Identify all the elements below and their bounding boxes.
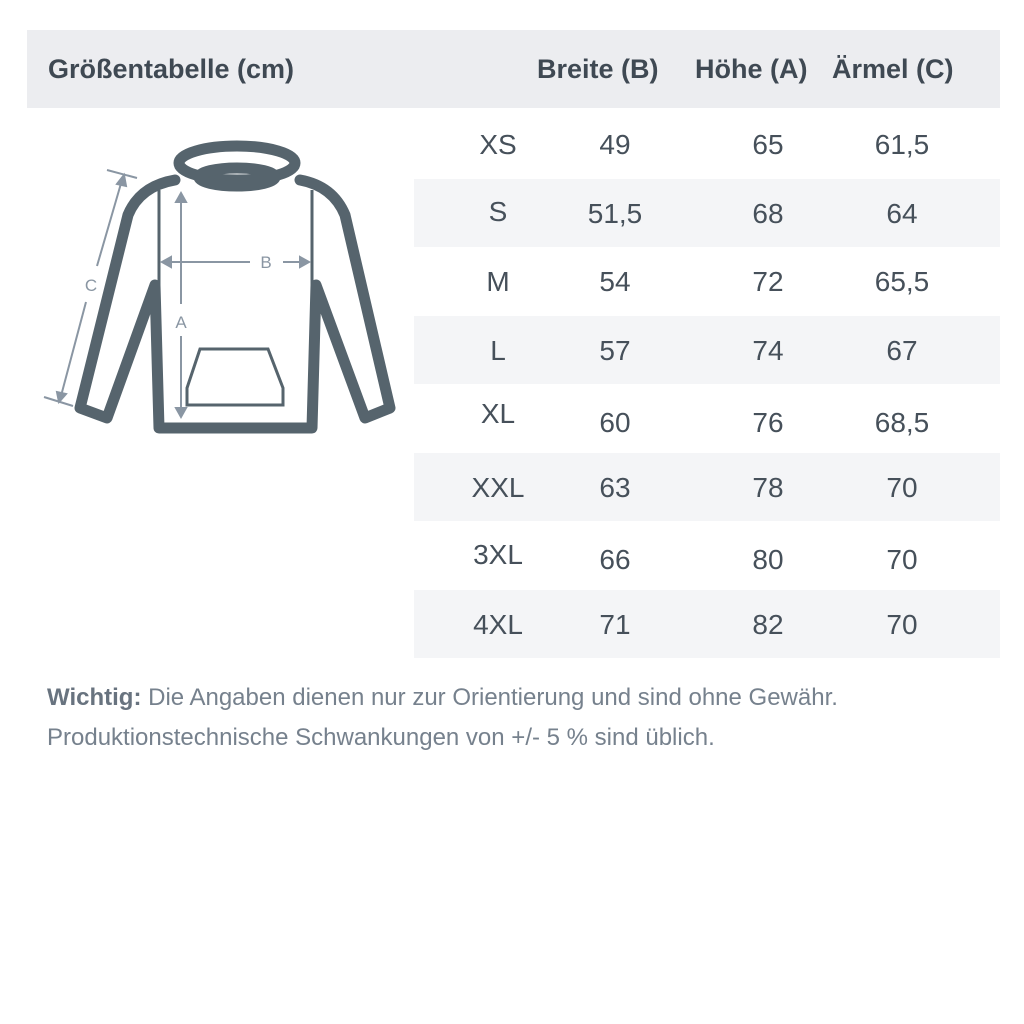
column-header-aermel: Ärmel (C): [832, 54, 954, 84]
aermel-cell: 65,5: [874, 266, 930, 297]
hoehe-cell: 82: [752, 608, 784, 640]
size-cell: XS: [479, 129, 517, 160]
column-header-hoehe: Höhe (A): [695, 54, 808, 84]
table-row: XL 60 76 68,5: [414, 384, 1000, 453]
page-title: Größentabelle (cm): [48, 54, 295, 84]
size-cell: M: [486, 266, 510, 297]
hoehe-cell: 72: [752, 266, 784, 297]
aermel-cell: 70: [886, 544, 918, 575]
size-cell: 3XL: [473, 539, 523, 570]
hoehe-cell: 65: [752, 129, 784, 160]
aermel-cell: 67: [886, 334, 918, 366]
table-row: S 51,5 68 64: [414, 178, 1000, 247]
hoehe-cell: 80: [752, 544, 784, 575]
label-b: B: [260, 253, 271, 272]
breite-cell: 60: [599, 407, 631, 438]
hoehe-cell: 76: [752, 407, 784, 438]
table-row: M 54 72 65,5: [414, 247, 1000, 316]
disclaimer-note: Wichtig: Die Angaben dienen nur zur Orie…: [47, 678, 838, 758]
breite-cell: 49: [599, 129, 631, 160]
size-cell: XXL: [471, 471, 525, 503]
breite-cell: 51,5: [587, 197, 643, 229]
aermel-cell: 64: [886, 197, 918, 229]
column-header-breite: Breite (B): [537, 54, 659, 84]
note-label: Wichtig:: [47, 684, 142, 711]
size-cell: L: [490, 334, 506, 366]
table-row: L 57 74 67: [414, 315, 1000, 384]
breite-cell: 66: [599, 544, 631, 575]
size-table: XS 49 65 61,5 S 51,5 68 64 M 54 72 65,5 L 57 74 67 X…: [414, 110, 1000, 658]
breite-cell: 57: [599, 334, 631, 366]
hoodie-diagram: A B C: [43, 140, 396, 434]
hoehe-cell: 74: [752, 334, 784, 366]
aermel-cell: 70: [886, 608, 918, 640]
measure-c-arrow: [96, 179, 123, 267]
table-row: XS 49 65 61,5: [414, 110, 1000, 179]
size-cell: S: [488, 195, 508, 227]
hoehe-cell: 78: [752, 471, 784, 503]
size-cell: 4XL: [473, 608, 523, 640]
table-row: 4XL 71 82 70: [414, 589, 1000, 658]
table-row: XXL 63 78 70: [414, 452, 1000, 521]
hood-outer: [173, 140, 301, 186]
hood-inner: [193, 162, 281, 192]
note-line-1: Die Angaben dienen nur zur Orientierung …: [141, 684, 838, 711]
size-cell: XL: [480, 398, 516, 429]
label-a: A: [175, 313, 187, 332]
aermel-cell: 68,5: [874, 407, 930, 438]
hoehe-cell: 68: [752, 197, 784, 229]
note-line-2: Produktionstechnische Schwankungen von +…: [47, 724, 715, 751]
hoodie-body-outline: [74, 174, 396, 434]
aermel-cell: 61,5: [874, 129, 930, 160]
table-header: Größentabelle (cm) Breite (B) Höhe (A) Ä…: [27, 30, 1000, 108]
aermel-cell: 70: [886, 471, 918, 503]
breite-cell: 63: [599, 471, 631, 503]
breite-cell: 54: [599, 266, 631, 297]
breite-cell: 71: [599, 608, 631, 640]
table-row: 3XL 66 80 70: [414, 521, 1000, 590]
label-c: C: [85, 276, 97, 295]
pocket: [185, 347, 285, 407]
